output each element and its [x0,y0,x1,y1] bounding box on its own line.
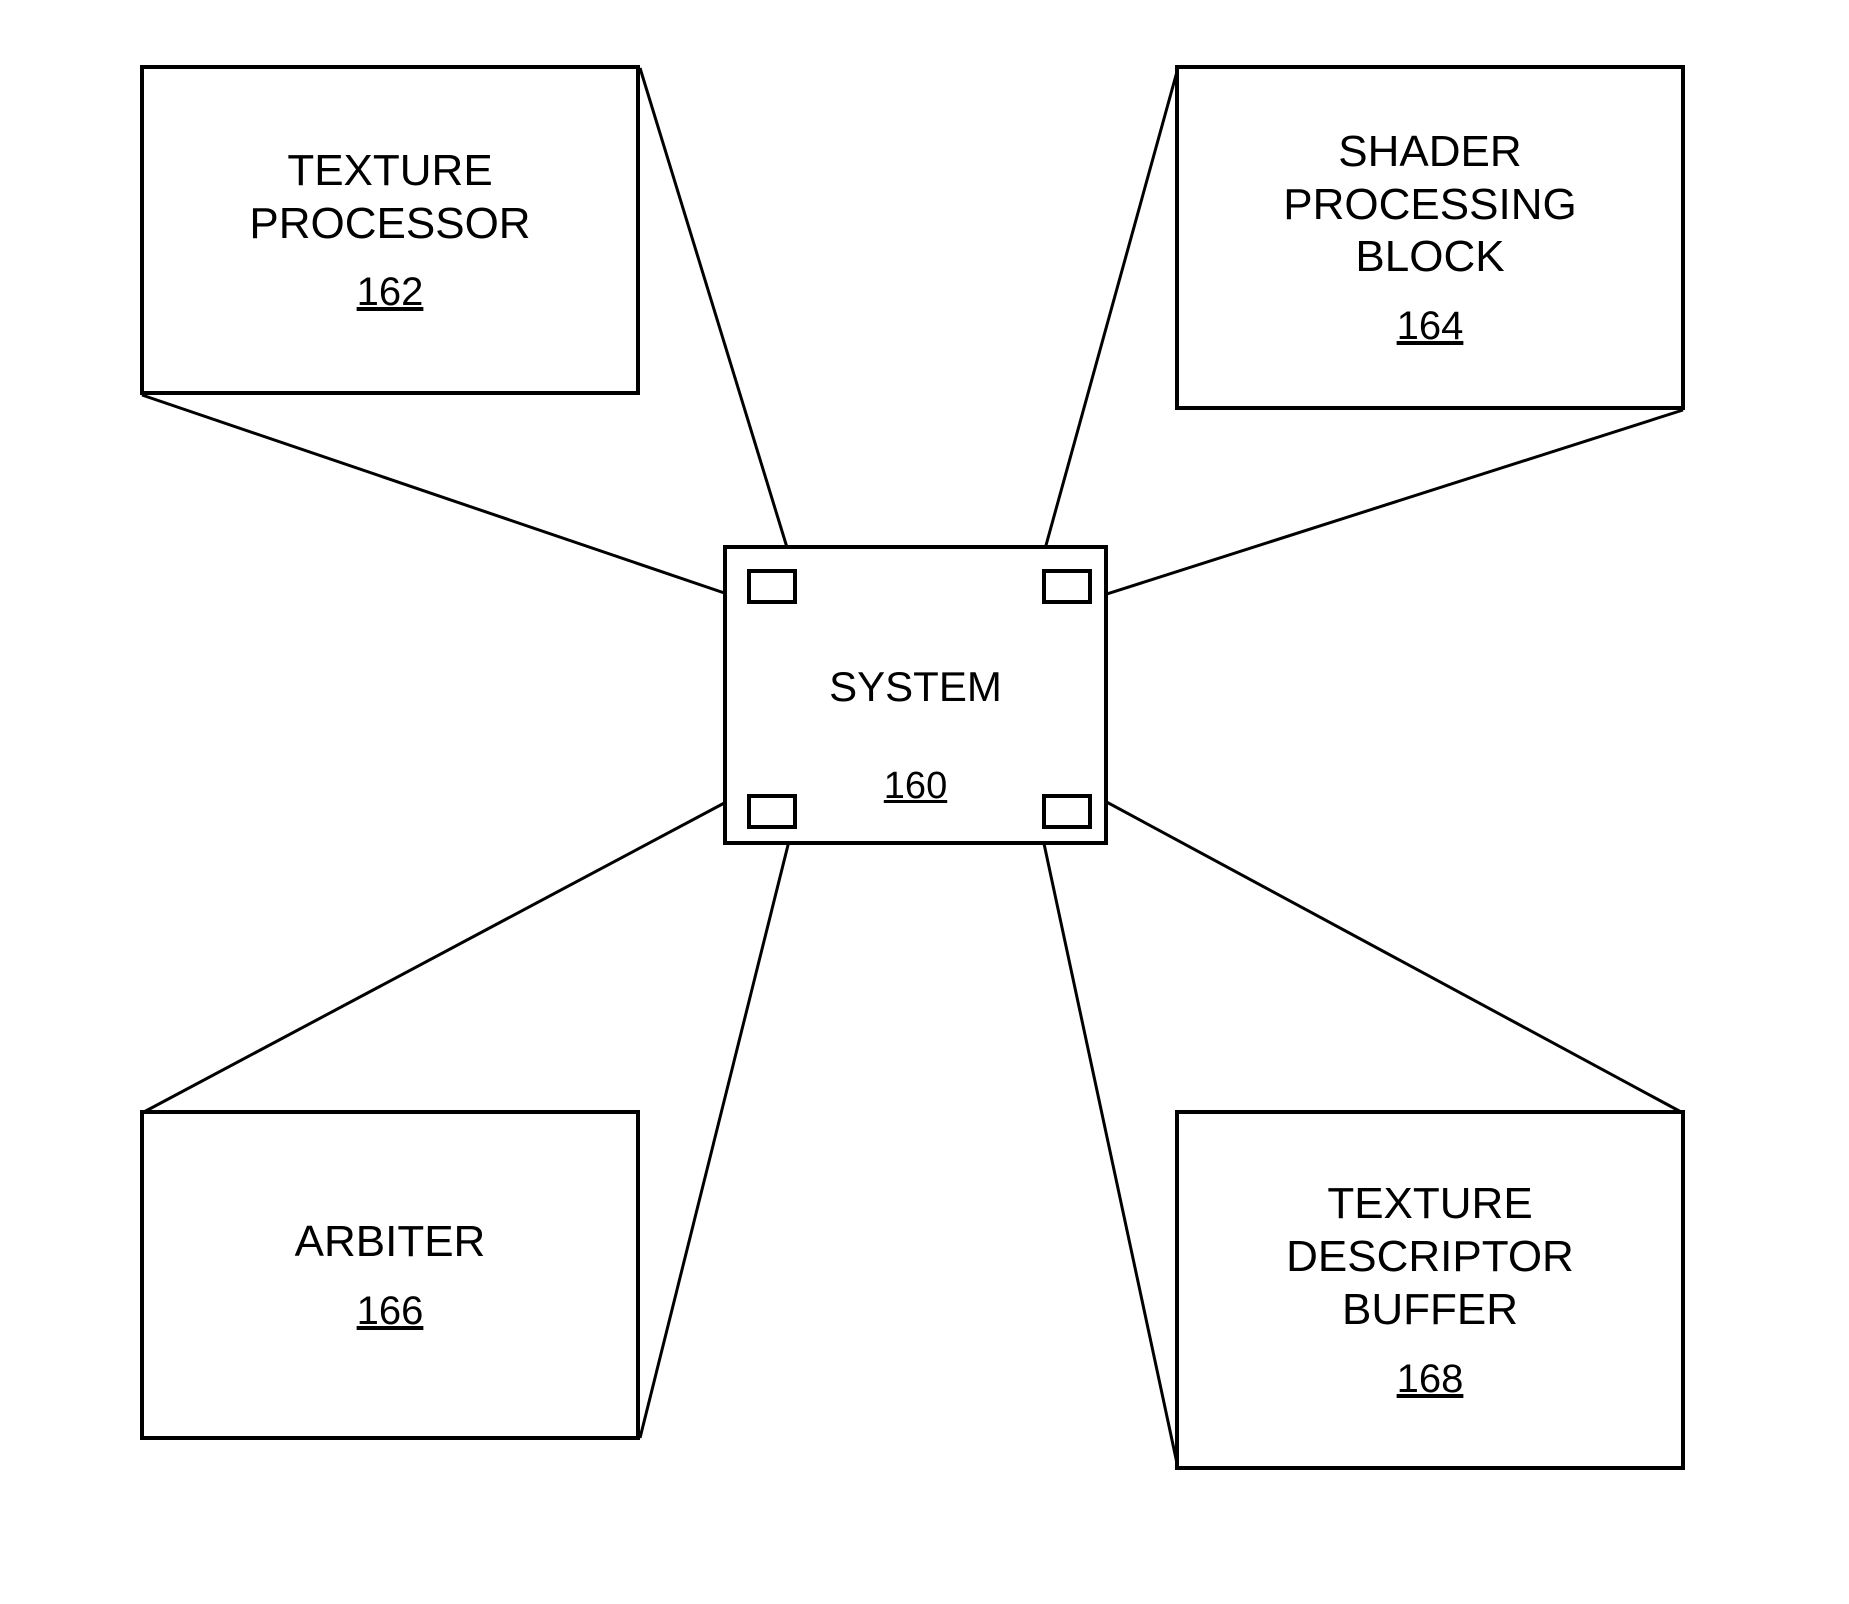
block-label-shader-processing: SHADERPROCESSINGBLOCK [1283,126,1576,284]
block-label-texture-descriptor: TEXTUREDESCRIPTORBUFFER [1286,1178,1574,1336]
diagram-container: TEXTUREPROCESSOR 162 SHADERPROCESSINGBLO… [0,0,1849,1604]
center-system-block: SYSTEM 160 [723,545,1108,845]
center-small-box-tr [1042,569,1092,604]
block-number-arbiter: 166 [357,1289,424,1334]
block-number-shader-processing: 164 [1397,304,1464,349]
block-label-texture-processor: TEXTUREPROCESSOR [249,145,530,251]
block-arbiter: ARBITER 166 [140,1110,640,1440]
center-label: SYSTEM [727,663,1104,711]
center-number: 160 [727,765,1104,808]
block-number-texture-processor: 162 [357,270,424,315]
block-texture-descriptor-buffer: TEXTUREDESCRIPTORBUFFER 168 [1175,1110,1685,1470]
block-label-arbiter: ARBITER [295,1216,486,1269]
block-number-texture-descriptor: 168 [1397,1357,1464,1402]
block-shader-processing-block: SHADERPROCESSINGBLOCK 164 [1175,65,1685,410]
block-texture-processor: TEXTUREPROCESSOR 162 [140,65,640,395]
center-small-box-tl [747,569,797,604]
